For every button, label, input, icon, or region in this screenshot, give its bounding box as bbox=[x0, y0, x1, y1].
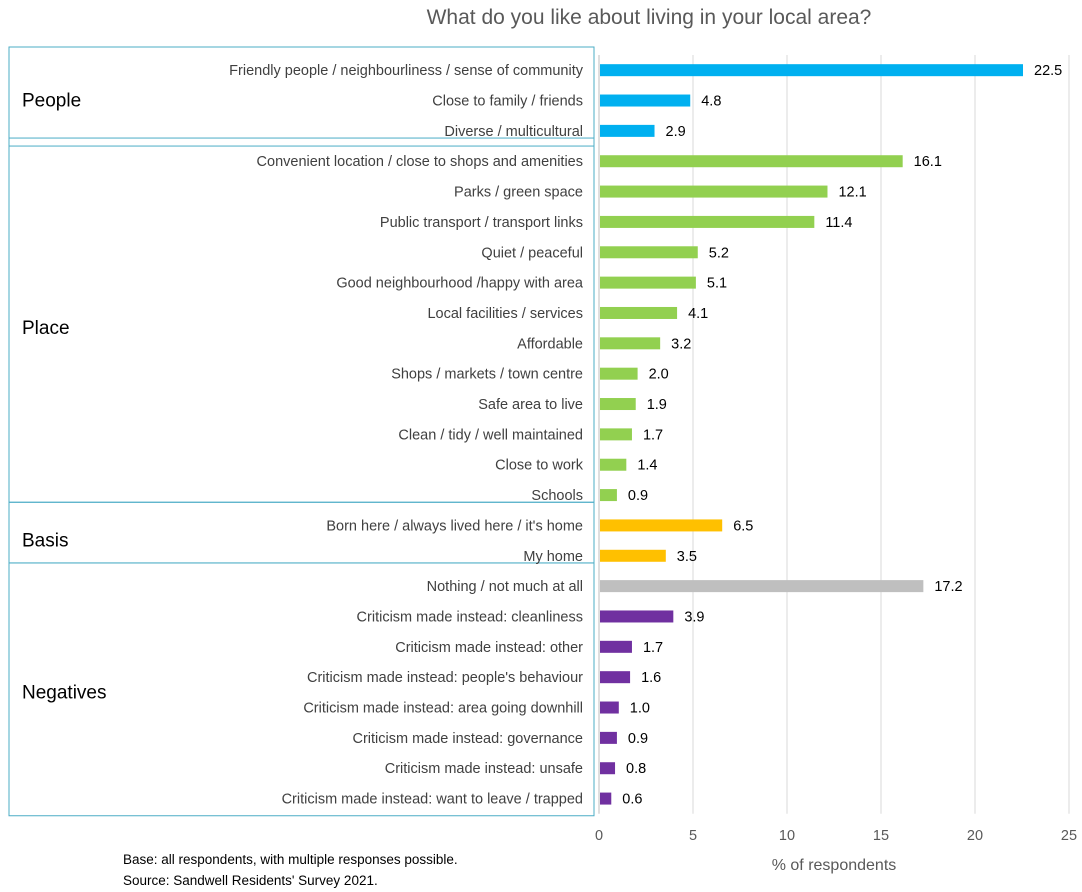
category-label: Public transport / transport links bbox=[380, 215, 583, 231]
base-note: Base: all respondents, with multiple res… bbox=[123, 852, 458, 867]
category-label: Criticism made instead: unsafe bbox=[385, 761, 583, 777]
bar bbox=[600, 215, 815, 228]
data-label: 5.1 bbox=[707, 276, 727, 292]
category-label: Friendly people / neighbourliness / sens… bbox=[229, 63, 584, 79]
group-label: Basis bbox=[22, 531, 68, 552]
category-label: Safe area to live bbox=[478, 397, 583, 413]
bar bbox=[600, 64, 1023, 77]
category-label: Parks / green space bbox=[454, 185, 583, 201]
bar bbox=[600, 731, 617, 744]
bar bbox=[600, 701, 619, 714]
x-tick-label: 15 bbox=[873, 828, 889, 844]
x-axis-ticks: 0 5 10 15 20 25 bbox=[595, 828, 1077, 844]
data-label: 3.9 bbox=[684, 609, 704, 625]
data-label: 22.5 bbox=[1034, 63, 1062, 79]
group-label: Place bbox=[22, 318, 70, 339]
data-label: 12.1 bbox=[838, 185, 866, 201]
category-label: Shops / markets / town centre bbox=[391, 367, 583, 383]
data-label: 1.0 bbox=[630, 701, 650, 717]
bar bbox=[600, 124, 655, 137]
bar bbox=[600, 671, 631, 684]
data-label: 2.9 bbox=[666, 124, 686, 140]
gridlines bbox=[598, 55, 1070, 814]
category-label: Criticism made instead: other bbox=[395, 640, 583, 656]
x-tick-label: 0 bbox=[595, 828, 603, 844]
bar bbox=[600, 428, 632, 441]
category-label: Close to work bbox=[495, 458, 584, 474]
data-label: 1.9 bbox=[647, 397, 667, 413]
bar bbox=[600, 94, 691, 107]
bar bbox=[600, 155, 903, 168]
data-label: 6.5 bbox=[733, 518, 753, 534]
data-label: 0.8 bbox=[626, 761, 646, 777]
data-label: 0.6 bbox=[622, 792, 642, 808]
source-note: Source: Sandwell Residents' Survey 2021. bbox=[123, 873, 378, 888]
x-tick-label: 10 bbox=[779, 828, 795, 844]
x-tick-label: 5 bbox=[689, 828, 697, 844]
data-label: 1.7 bbox=[643, 427, 663, 443]
data-label: 1.4 bbox=[637, 458, 657, 474]
group-boxes: People Place Basis Negatives bbox=[8, 46, 595, 817]
group-box bbox=[8, 562, 595, 817]
category-label: Clean / tidy / well maintained bbox=[398, 427, 583, 443]
category-label: Criticism made instead: want to leave / … bbox=[282, 792, 583, 808]
bar bbox=[600, 367, 638, 380]
data-label: 1.6 bbox=[641, 670, 661, 686]
category-label: Born here / always lived here / it's hom… bbox=[326, 518, 583, 534]
x-axis-title: % of respondents bbox=[772, 857, 897, 874]
chart-title: What do you like about living in your lo… bbox=[427, 6, 872, 29]
data-label: 17.2 bbox=[934, 579, 962, 595]
data-label: 4.8 bbox=[701, 94, 721, 110]
bars: Friendly people / neighbourliness / sens… bbox=[229, 63, 1062, 807]
data-label: 1.7 bbox=[643, 640, 663, 656]
bar bbox=[600, 792, 612, 805]
bar bbox=[600, 398, 636, 411]
category-label: Convenient location / close to shops and… bbox=[257, 154, 583, 170]
bar bbox=[600, 246, 698, 259]
bar bbox=[600, 185, 828, 198]
category-label: Quiet / peaceful bbox=[481, 245, 583, 261]
category-label: Criticism made instead: cleanliness bbox=[357, 609, 583, 625]
data-label: 11.4 bbox=[825, 215, 852, 231]
category-label: Diverse / multicultural bbox=[444, 124, 583, 140]
data-label: 0.9 bbox=[628, 731, 648, 747]
category-label: Criticism made instead: governance bbox=[353, 731, 584, 747]
data-label: 4.1 bbox=[688, 306, 708, 322]
bar bbox=[600, 489, 617, 502]
data-label: 0.9 bbox=[628, 488, 648, 504]
group-box bbox=[8, 46, 595, 147]
bar bbox=[600, 549, 666, 562]
category-label: Good neighbourhood /happy with area bbox=[336, 276, 584, 292]
x-tick-label: 20 bbox=[967, 828, 983, 844]
category-label: Local facilities / services bbox=[427, 306, 583, 322]
bar bbox=[600, 640, 632, 653]
bar bbox=[600, 306, 678, 319]
data-label: 3.5 bbox=[677, 549, 697, 565]
bar bbox=[600, 519, 723, 532]
category-label: Criticism made instead: people's behavio… bbox=[307, 670, 583, 686]
bar bbox=[600, 337, 661, 350]
bar bbox=[600, 276, 696, 289]
bar bbox=[600, 580, 924, 593]
category-label: Nothing / not much at all bbox=[427, 579, 583, 595]
data-label: 2.0 bbox=[649, 367, 669, 383]
category-label: Affordable bbox=[517, 336, 583, 352]
category-label: Criticism made instead: area going downh… bbox=[303, 701, 583, 717]
bar bbox=[600, 762, 616, 775]
group-label: Negatives bbox=[22, 682, 107, 703]
bar bbox=[600, 458, 627, 471]
category-label: Close to family / friends bbox=[432, 94, 583, 110]
bar bbox=[600, 610, 674, 623]
x-tick-label: 25 bbox=[1061, 828, 1077, 844]
group-label: People bbox=[22, 91, 81, 112]
data-label: 16.1 bbox=[914, 154, 942, 170]
data-label: 3.2 bbox=[671, 336, 691, 352]
data-label: 5.2 bbox=[709, 245, 729, 261]
category-label: My home bbox=[523, 549, 583, 565]
category-label: Schools bbox=[531, 488, 583, 504]
